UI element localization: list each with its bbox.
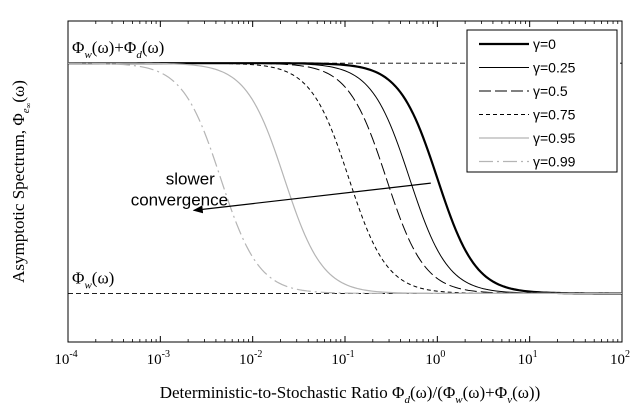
x-tick-label: 102: [610, 349, 630, 368]
legend-entry: γ=0.75: [533, 107, 576, 123]
plot-axes: 10-4 10-3 10-2 10-1 100 101 102: [54, 20, 630, 368]
annotation-text: convergence: [131, 190, 228, 209]
legend-entry: γ=0.99: [533, 154, 576, 170]
x-tick-label: 10-3: [147, 349, 170, 368]
x-tick-label: 100: [425, 349, 445, 368]
data-series: [67, 62, 623, 295]
y-axis-label: Asymptotic Spectrum, Φe∞(ω): [9, 80, 33, 283]
legend-box: [466, 29, 618, 173]
series-line-5: [67, 62, 622, 294]
axis-labels: Deterministic-to-Stochastic Ratio Φd(ω)/…: [9, 80, 540, 406]
annotation-arrow: [192, 182, 431, 214]
legend: γ=0 γ=0.25 γ=0.5 γ=0.75 γ=0.95 γ=0.99: [466, 29, 618, 173]
upper-bound-label: Φw(ω)+Φd(ω): [72, 38, 164, 61]
legend-entry: γ=0: [533, 36, 556, 52]
legend-entry: γ=0.5: [533, 83, 568, 99]
legend-entry: γ=0.95: [533, 130, 576, 146]
legend-entry: γ=0.25: [533, 60, 576, 76]
annotation: slower convergence: [131, 169, 431, 214]
x-tick-label: 10-2: [239, 349, 262, 368]
x-tick-label: 10-4: [54, 349, 77, 368]
x-axis-label: Deterministic-to-Stochastic Ratio Φd(ω)/…: [160, 383, 541, 406]
lower-bound-label: Φw(ω): [72, 268, 114, 291]
x-tick-label: 10-1: [331, 349, 354, 368]
annotation-text: slower: [166, 169, 215, 188]
x-tick-label: 101: [518, 349, 538, 368]
series-line-4: [68, 62, 622, 294]
